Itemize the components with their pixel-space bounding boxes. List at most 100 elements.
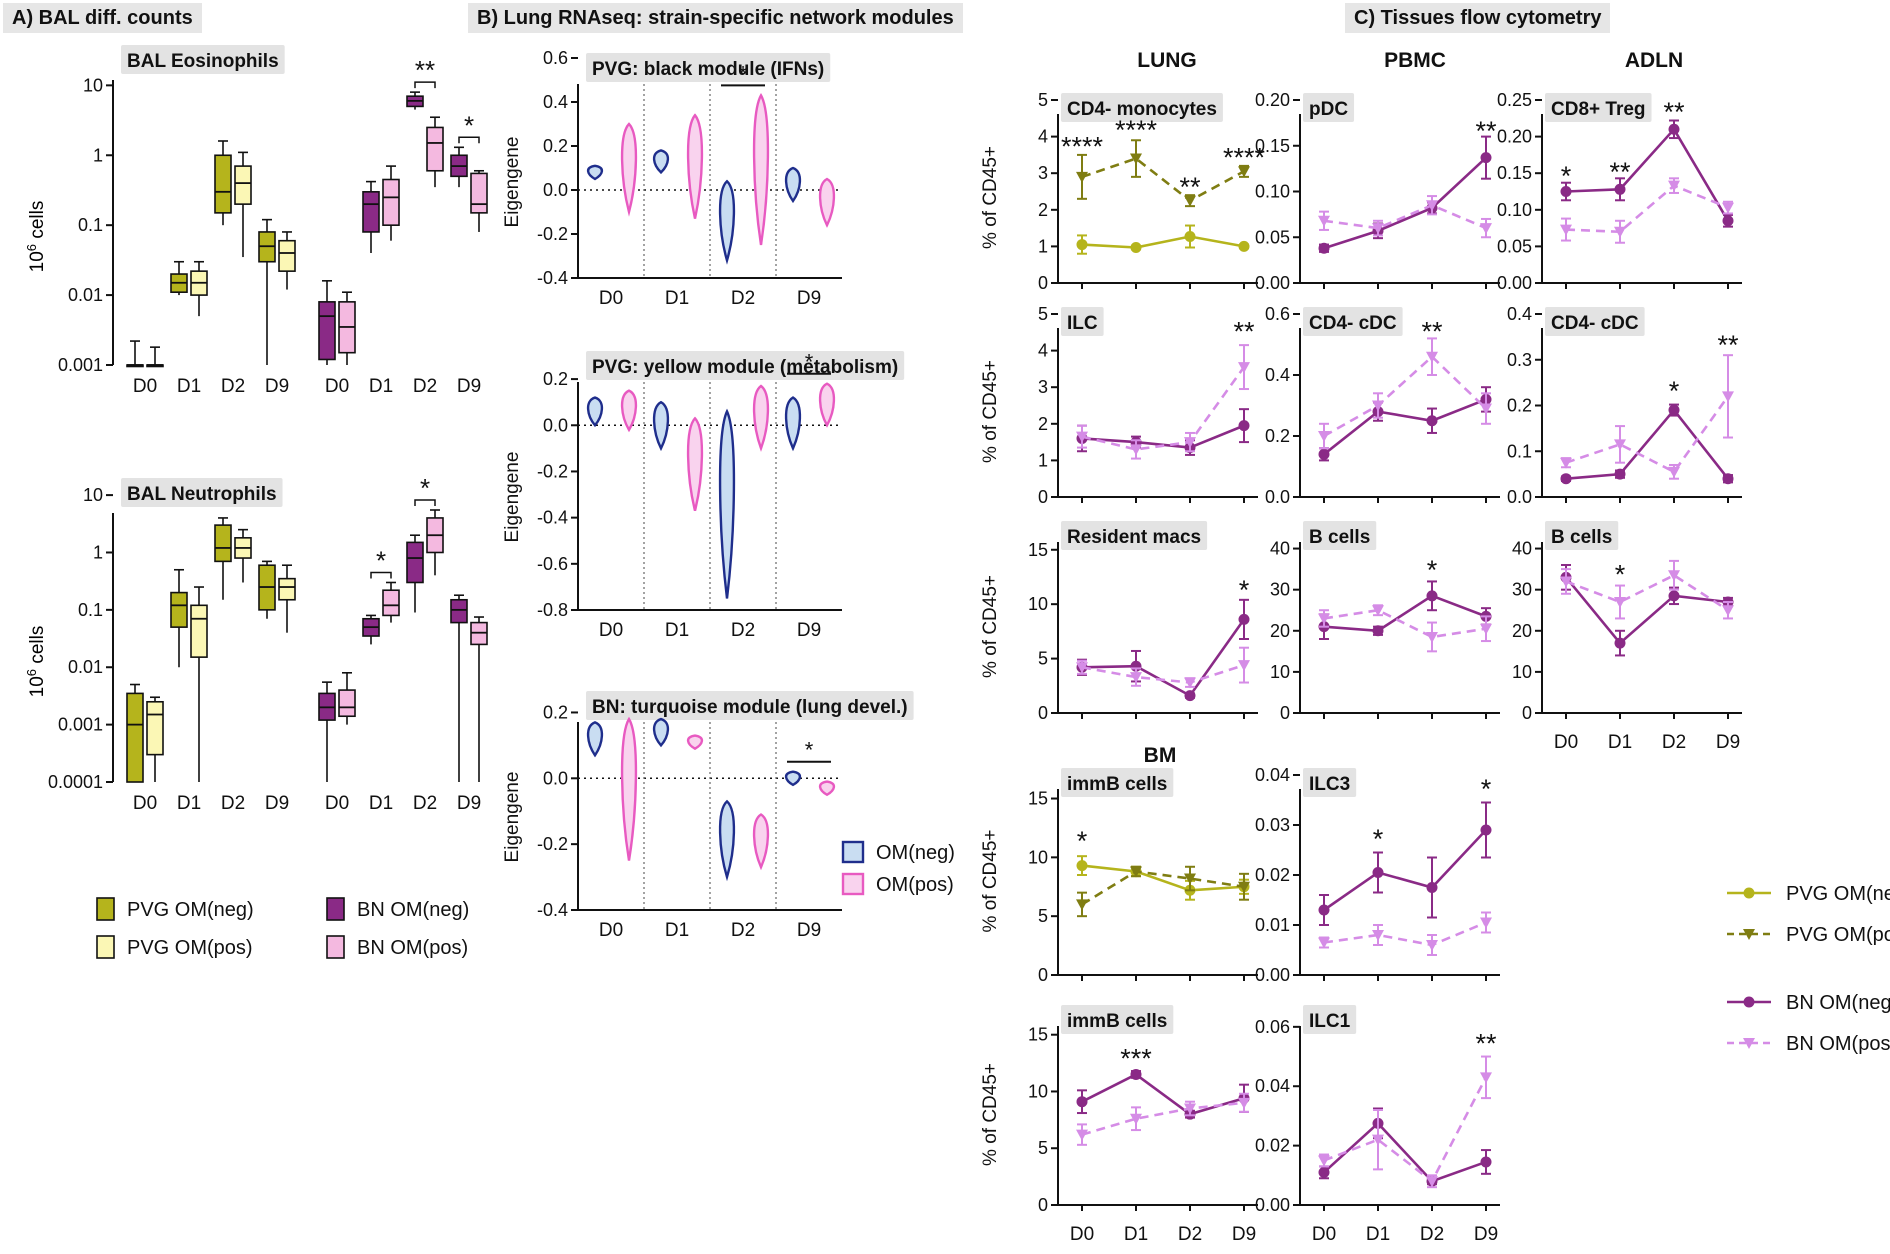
pbmc_pdc-point: [1318, 215, 1330, 227]
adln_cd8treg-point: [1560, 224, 1572, 236]
pbmc_pdc-y-tick-label: 0.10: [1255, 182, 1290, 202]
bm_ilc3-y-tick-label: 0.04: [1255, 765, 1290, 785]
adln_bcells-title-bg: [1545, 521, 1619, 550]
adln_cd8treg-y-tick-label: 0.05: [1497, 236, 1532, 256]
bm_ilc1-y-tick-label: 0.02: [1255, 1136, 1290, 1156]
bm_ilc3-point: [1318, 937, 1330, 949]
legend-c-label-pvg_neg: PVG OM(neg): [1786, 883, 1890, 905]
bal_neu-box: [406, 541, 424, 584]
pbmc_pdc-y-tick-label: 0.15: [1255, 136, 1290, 156]
bm_immb_pvg-sig-label: *: [1077, 826, 1088, 856]
bm_immb_pvg-title: immB cells: [1067, 774, 1167, 795]
pvg_black-title: PVG: black module (IFNs): [592, 59, 824, 80]
bn_turquoise-y-tick-label: 0.0: [543, 768, 568, 788]
bm_immb_bn-title-bg: [1061, 1005, 1174, 1034]
bal_eos-box: [382, 178, 400, 226]
bm_ilc3-y-tick-label: 0.03: [1255, 815, 1290, 835]
legend-c-marker-bn_neg: [1743, 996, 1755, 1008]
pvg_yellow-violin-pos: [818, 382, 836, 428]
lung_resmacs-point: [1130, 672, 1142, 684]
bm_immb_pvg-title-bg: [1061, 768, 1174, 797]
legend-a-swatch-bn_neg: [326, 897, 345, 921]
bn_turquoise-y-tick-label: -0.2: [537, 834, 568, 854]
lung_resmacs-y-tick-label: 5: [1038, 649, 1048, 669]
lung_cd4mono-point: [1238, 166, 1250, 178]
pbmc_bcells-title: B cells: [1309, 527, 1370, 548]
adln_cd4cdc-point: [1722, 391, 1734, 403]
bm_immb_pvg-y-tick-label: 10: [1028, 847, 1048, 867]
adln_bcells-point: [1668, 590, 1680, 602]
lung_ilc-point: [1238, 362, 1250, 374]
pbmc_pdc-series-line-0: [1323, 156, 1487, 250]
legend-a-swatch-bn_pos: [326, 935, 345, 959]
pvg_black-violin-pos: [818, 177, 836, 228]
legend-a-swatch-pvg_neg: [96, 897, 115, 921]
bm_immb_bn-point: [1238, 1097, 1250, 1109]
pvg_yellow-violin-neg: [652, 400, 670, 452]
adln_cd8treg-point: [1722, 202, 1734, 214]
adln_bcells-series-line-0: [1564, 576, 1729, 645]
adln_bcells-y-tick-label: 40: [1512, 539, 1532, 559]
lung_cd4mono-point: [1238, 240, 1250, 252]
bm_ilc1-series-line-1: [1323, 1076, 1488, 1184]
bal_eos-box: [278, 239, 296, 272]
pvg_black-violin-pos: [686, 113, 704, 219]
lung_ilc-y-tick-label: 0: [1038, 487, 1048, 507]
bm_ilc1-series-line-0: [1323, 1121, 1487, 1183]
bm_ilc3-point: [1426, 940, 1438, 951]
bn_turquoise-y-label: Eigengene: [502, 772, 523, 863]
adln_bcells-point: [1614, 637, 1626, 649]
bal_neu-y-tick-label: 10: [83, 485, 103, 505]
pbmc_cd4cdc-y-tick-label: 0.4: [1265, 365, 1290, 385]
bal_neu-box: [126, 692, 144, 783]
lung_cd4mono-series-line-0: [1081, 235, 1245, 249]
bal_neu-title-bg: [121, 478, 283, 507]
pbmc_bcells-title-bg: [1303, 521, 1377, 550]
adln_cd4cdc-y-tick-label: 0.2: [1507, 396, 1532, 416]
adln_cd8treg-point: [1614, 183, 1626, 195]
col-header-bm: BM: [1144, 744, 1177, 767]
lung_ilc-y-tick-label: 5: [1038, 304, 1048, 324]
adln_bcells-sig-label: *: [1615, 559, 1626, 589]
pbmc_pdc-y-tick-label: 0.00: [1255, 273, 1290, 293]
bal_eos-sig-bracket: [458, 136, 480, 144]
legend-c-marker-pvg_neg: [1743, 887, 1755, 899]
pbmc_bcells-y-tick-label: 0: [1280, 703, 1290, 723]
bal_neu-box: [190, 604, 208, 658]
lung_cd4mono-y-tick-label: 3: [1038, 163, 1048, 183]
line-x-tick-label: D9: [1716, 732, 1740, 753]
line-x-tick-label: D9: [1232, 1224, 1256, 1245]
bm_immb_pvg-series-line-0: [1081, 864, 1245, 892]
pbmc_pdc-y-tick-label: 0.20: [1255, 90, 1290, 110]
bm_immb_pvg-point: [1238, 881, 1250, 893]
pbmc_cd4cdc-sig-label: **: [1421, 316, 1443, 346]
bal_neu-x-tick-label: D9: [265, 793, 289, 814]
bal_eos-y-label-text: cells: [27, 201, 48, 244]
lung_ilc-point: [1130, 444, 1142, 456]
adln_bcells-y-tick-label: 20: [1512, 621, 1532, 641]
adln_cd4cdc-y-tick-label: 0.3: [1507, 350, 1532, 370]
pbmc_bcells-point: [1480, 623, 1492, 635]
bal_eos-x-tick-label: D1: [369, 376, 393, 397]
adln_cd8treg-series-line-1: [1565, 184, 1729, 234]
legend-c-label-pvg_pos: PVG OM(pos): [1786, 924, 1890, 946]
line-x-tick-label: D2: [1662, 732, 1686, 753]
adln_cd8treg-y-tick-label: 0.15: [1497, 163, 1532, 183]
bal_neu-box: [338, 689, 356, 718]
bal_eos-x-tick-label: D9: [265, 376, 289, 397]
lung_cd4mono-title-bg: [1061, 93, 1223, 122]
adln_cd4cdc-point: [1722, 473, 1734, 485]
lung_resmacs-sig-label: *: [1239, 575, 1250, 605]
col-header-adln: ADLN: [1625, 49, 1683, 72]
pbmc_cd4cdc-y-tick-label: 0.0: [1265, 487, 1290, 507]
lung_cd4mono-y-tick-label: 4: [1038, 127, 1048, 147]
pbmc_bcells-series-line-0: [1323, 594, 1487, 633]
lung_cd4mono-title: CD4- monocytes: [1067, 99, 1217, 120]
legend-c-marker-bn_pos: [1743, 1038, 1755, 1049]
line-x-tick-label: D2: [1178, 1224, 1202, 1245]
bal_eos-box: [214, 154, 232, 214]
bm_immb_bn-point: [1184, 1103, 1196, 1115]
bm_ilc1-point: [1372, 1134, 1384, 1146]
pbmc_pdc-sig-label: **: [1475, 116, 1497, 146]
pvg_black-y-label: Eigengene: [502, 137, 523, 228]
